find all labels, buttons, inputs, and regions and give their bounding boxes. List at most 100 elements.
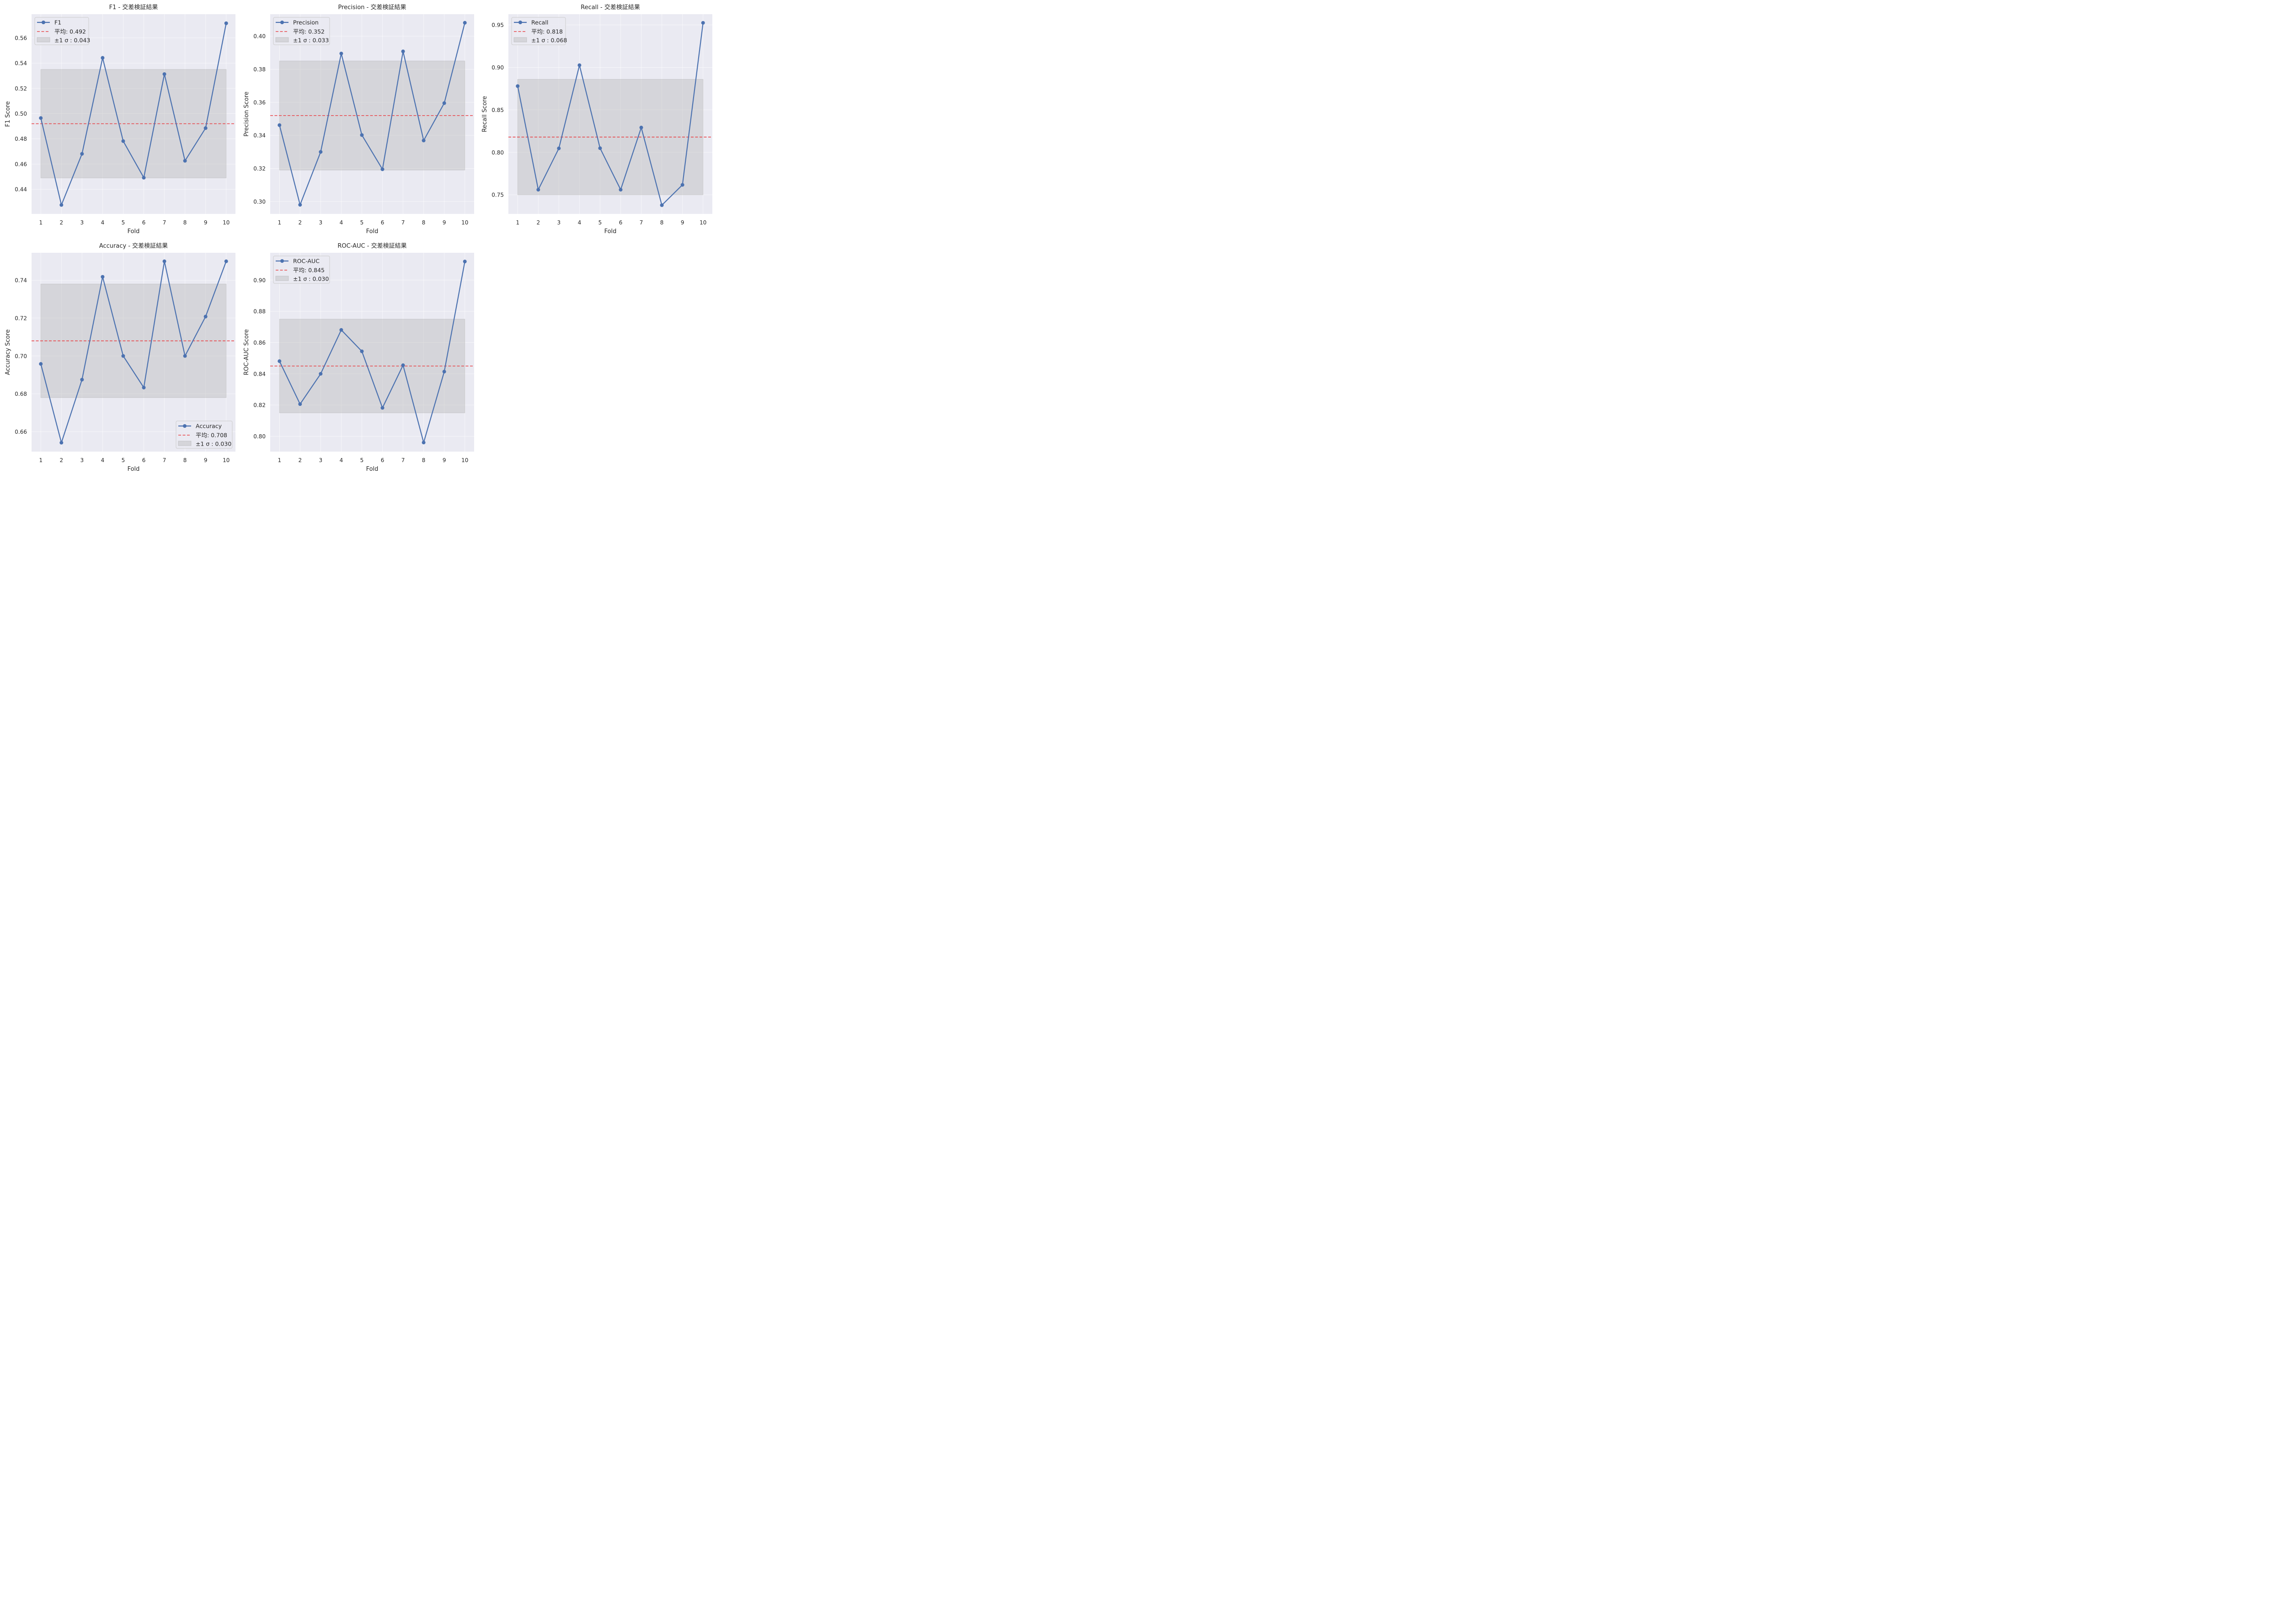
legend-series-label: Recall	[531, 19, 548, 26]
x-axis-label: Fold	[128, 228, 140, 235]
y-axis-label: ROC-AUC Score	[243, 329, 250, 375]
data-point	[224, 259, 228, 263]
legend-series-label: Accuracy	[196, 423, 222, 430]
y-tick-label: 0.95	[491, 22, 504, 28]
data-point	[401, 49, 405, 53]
data-point	[422, 138, 426, 143]
y-tick-label: 0.36	[253, 99, 266, 106]
legend-frame	[176, 421, 233, 449]
x-tick-label: 5	[122, 457, 125, 463]
x-tick-label: 8	[422, 219, 426, 226]
data-point	[401, 363, 405, 367]
x-tick-label: 7	[163, 219, 166, 226]
y-tick-label: 0.40	[253, 33, 266, 40]
y-tick-label: 0.34	[253, 133, 266, 139]
data-point	[162, 259, 166, 263]
x-tick-label: 3	[80, 457, 84, 463]
gridlines	[270, 253, 474, 452]
legend-frame	[273, 256, 330, 284]
series-line	[40, 23, 227, 206]
y-tick-label: 0.54	[15, 60, 27, 67]
data-point	[660, 203, 664, 207]
data-point	[619, 188, 623, 192]
legend-series-label: F1	[54, 19, 61, 26]
legend-band-label: ±1 σ : 0.043	[54, 37, 90, 44]
legend-mean-label: 平均: 0.845	[293, 267, 325, 274]
x-tick-label: 5	[598, 219, 602, 226]
subplot-precision: 1 2 3 4 5 6 7 8 9 10 0.30 0.32 0.34 0.36 0.38 0.40 Preci…	[243, 4, 474, 235]
x-tick-label: 1	[39, 219, 43, 226]
x-tick-label: 2	[299, 457, 302, 463]
y-tick-label: 0.82	[253, 402, 266, 409]
y-axis-label: Accuracy Score	[5, 330, 11, 375]
legend: ROC-AUC 平均: 0.845 ±1 σ : 0.030	[273, 256, 330, 284]
subplot-title: F1 - 交差検証結果	[109, 4, 158, 11]
x-tick-label: 1	[516, 219, 519, 226]
y-tick-label: 0.46	[15, 161, 27, 167]
legend-band-swatch	[275, 276, 289, 281]
legend-series-label: ROC-AUC	[293, 258, 320, 265]
x-tick-label: 1	[278, 457, 281, 463]
data-point	[380, 167, 385, 171]
legend-series-marker	[280, 21, 284, 24]
legend-band-label: ±1 σ : 0.068	[531, 37, 567, 44]
data-point	[680, 183, 684, 187]
data-point	[339, 328, 343, 332]
x-tick-label: 4	[578, 219, 582, 226]
data-point	[557, 146, 561, 150]
data-point	[319, 150, 323, 154]
x-tick-label: 4	[340, 219, 343, 226]
legend-band-label: ±1 σ : 0.030	[293, 276, 329, 282]
legend-series-marker	[183, 424, 187, 428]
data-point	[142, 385, 146, 389]
data-point	[183, 354, 187, 358]
series-line	[279, 261, 465, 443]
x-tick-label: 5	[360, 219, 364, 226]
legend: Precision 平均: 0.352 ±1 σ : 0.033	[273, 17, 330, 45]
x-tick-label: 7	[401, 457, 405, 463]
x-tick-label: 10	[700, 219, 706, 226]
data-point	[142, 176, 146, 180]
series-line	[517, 22, 704, 206]
legend-mean-label: 平均: 0.708	[196, 432, 227, 439]
data-point	[39, 116, 43, 120]
legend-series-marker	[42, 21, 45, 24]
x-tick-label: 9	[443, 219, 446, 226]
legend-mean-label: 平均: 0.818	[531, 28, 563, 35]
data-point	[298, 402, 302, 406]
data-point	[39, 362, 43, 366]
cross-validation-figure: 1 2 3 4 5 6 7 8 9 10 0.44 0.46 0.48 0.50 0.52 0.54 0.56 F…	[5, 4, 712, 473]
data-point	[598, 146, 602, 150]
data-point	[101, 56, 105, 60]
data-point	[121, 354, 125, 358]
y-tick-label: 0.90	[491, 64, 504, 71]
y-tick-label: 0.44	[15, 186, 27, 193]
x-tick-label: 4	[101, 219, 105, 226]
subplot-accuracy: 1 2 3 4 5 6 7 8 9 10 0.66 0.68 0.70 0.72 0.74 Accuracy …	[5, 242, 235, 473]
data-point	[463, 21, 467, 25]
x-tick-label: 6	[381, 457, 385, 463]
x-tick-label: 9	[204, 219, 208, 226]
data-point	[422, 441, 426, 445]
y-tick-label: 0.72	[15, 315, 27, 321]
y-axis-label: Precision Score	[243, 91, 250, 137]
y-tick-label: 0.75	[491, 192, 504, 198]
data-point	[360, 133, 364, 137]
legend-band-label: ±1 σ : 0.033	[293, 37, 329, 44]
legend-band-swatch	[37, 37, 50, 43]
data-point	[162, 72, 166, 76]
y-tick-label: 0.88	[253, 309, 266, 315]
legend-frame	[511, 17, 566, 45]
data-point	[536, 188, 540, 192]
data-point	[278, 359, 282, 363]
subplot-roc-auc: 1 2 3 4 5 6 7 8 9 10 0.80 0.82 0.84 0.86 0.88 0.90 ROC-A…	[243, 242, 474, 473]
x-tick-label: 8	[183, 219, 187, 226]
x-tick-label: 3	[557, 219, 561, 226]
x-tick-label: 2	[299, 219, 302, 226]
subplot-f1: 1 2 3 4 5 6 7 8 9 10 0.44 0.46 0.48 0.50 0.52 0.54 0.56 F…	[5, 4, 235, 235]
data-point	[59, 203, 64, 207]
legend: Accuracy 平均: 0.708 ±1 σ : 0.030	[176, 421, 233, 449]
x-tick-label: 3	[319, 219, 323, 226]
y-tick-label: 0.86	[253, 340, 266, 346]
legend-series-label: Precision	[293, 19, 319, 26]
